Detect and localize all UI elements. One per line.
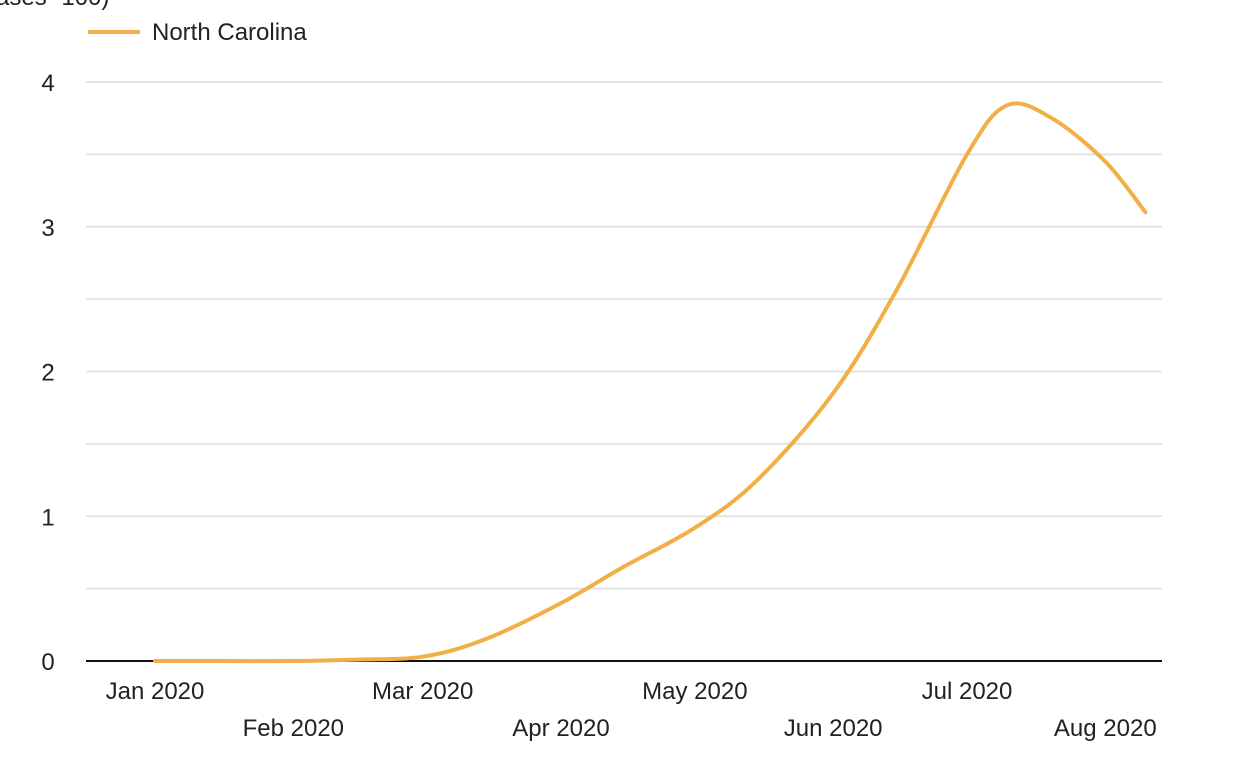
x-tick-label: Feb 2020 — [243, 715, 344, 742]
x-tick-label: Jan 2020 — [106, 678, 205, 705]
chart-title-fragment: ases -100) — [0, 0, 109, 11]
y-tick-label: 3 — [41, 215, 54, 242]
grid — [86, 81, 1162, 590]
x-axis: Jan 2020 Feb 2020 Mar 2020 Apr 2020 May 2020… — [106, 678, 1157, 742]
x-tick-label: May 2020 — [642, 678, 747, 705]
legend-label-north-carolina: North Carolina — [152, 19, 307, 46]
y-tick-label: 1 — [41, 504, 54, 531]
y-tick-label: 4 — [41, 70, 54, 97]
y-tick-label: 0 — [41, 649, 54, 676]
legend: North Carolina — [88, 19, 307, 46]
y-tick-label: 2 — [41, 360, 54, 387]
x-tick-label: Aug 2020 — [1054, 715, 1157, 742]
x-tick-label: Jul 2020 — [922, 678, 1013, 705]
series-line-north-carolina — [153, 101, 1148, 664]
x-tick-label: Jun 2020 — [784, 715, 883, 742]
x-tick-label: Apr 2020 — [512, 715, 609, 742]
x-tick-label: Mar 2020 — [372, 678, 473, 705]
y-axis: 0 1 2 3 4 — [41, 70, 54, 676]
